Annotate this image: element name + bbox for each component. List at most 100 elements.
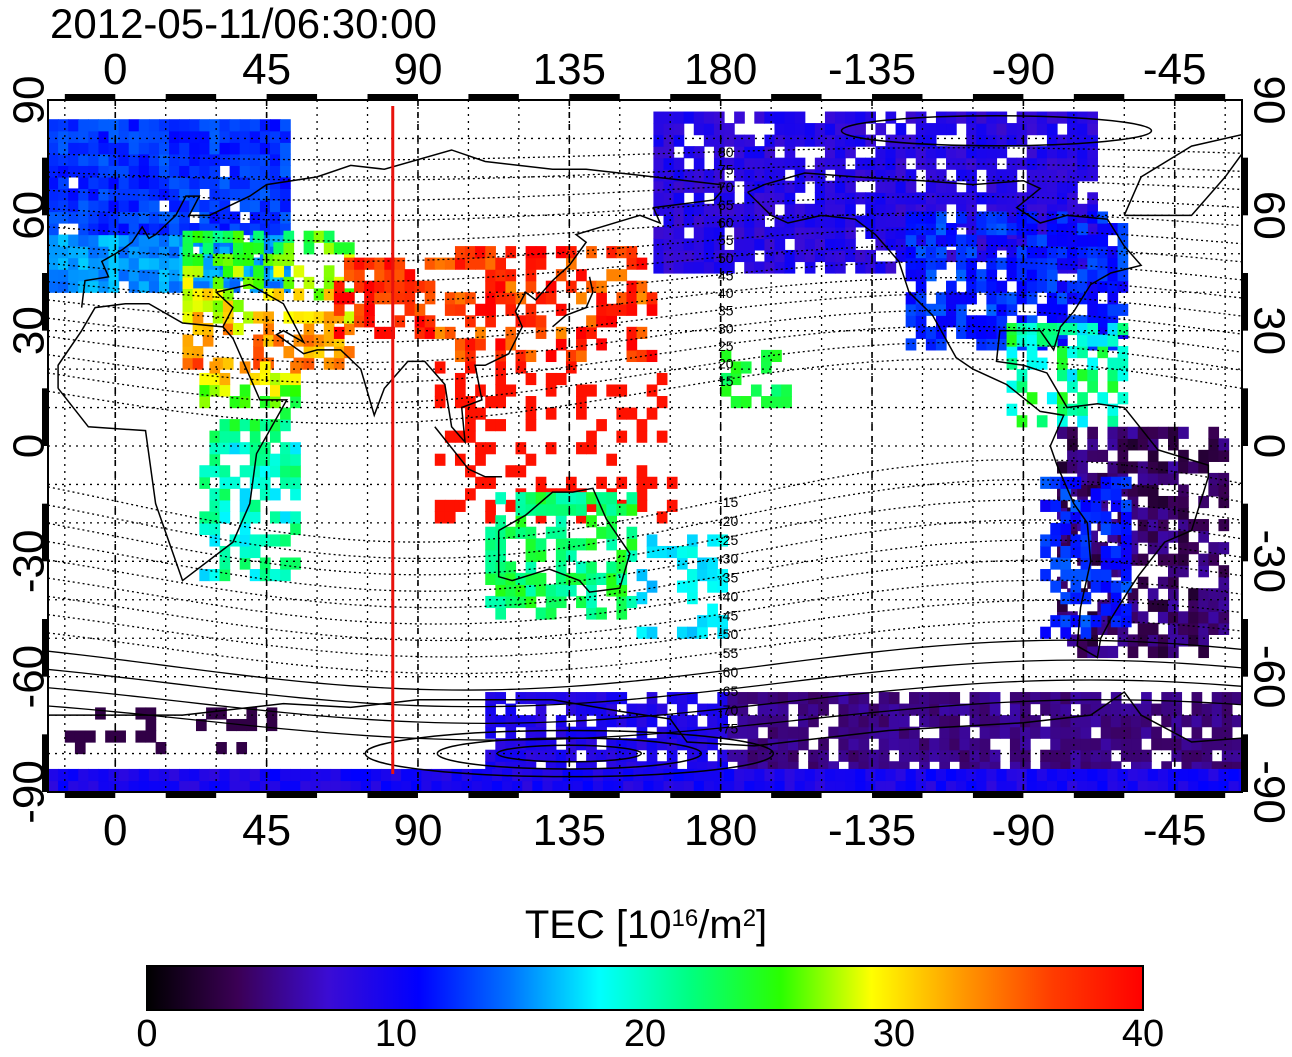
frame-bar — [1242, 734, 1248, 792]
tec-cell — [976, 780, 987, 792]
tec-cell — [495, 492, 507, 505]
tec-cell — [269, 419, 281, 432]
tec-cell — [259, 780, 271, 792]
tec-cell — [653, 780, 665, 792]
tec-cell — [808, 715, 819, 728]
tec-cell — [717, 692, 729, 705]
tec-cell — [713, 192, 725, 205]
tec-cell — [192, 346, 204, 359]
tec-cell — [333, 357, 345, 370]
tec-cell — [1157, 530, 1169, 543]
tec-cell — [673, 215, 685, 228]
tec-cell — [1060, 703, 1072, 716]
tec-cell — [239, 780, 251, 792]
tec-cell — [485, 749, 496, 762]
tec-cell — [824, 180, 836, 193]
tec-cell — [269, 534, 281, 547]
tec-cell — [939, 703, 950, 716]
tec-cell — [128, 223, 140, 236]
tec-cell — [616, 503, 628, 516]
tec-cell — [138, 119, 150, 132]
tec-cell — [744, 146, 755, 159]
tec-cell — [784, 134, 796, 147]
tec-cell — [1006, 403, 1018, 416]
lat-tick-left: 30 — [5, 306, 54, 355]
tec-cell — [784, 111, 796, 124]
tec-cell — [673, 134, 685, 147]
tec-cell — [586, 561, 597, 574]
tec-cell — [1050, 715, 1061, 728]
tec-cell — [626, 703, 638, 716]
tec-cell — [835, 226, 846, 239]
tec-cell — [777, 749, 789, 762]
tec-cell — [915, 292, 927, 305]
tec-cell — [1016, 369, 1028, 382]
lon-tick-top: 0 — [103, 45, 127, 94]
tec-cell — [727, 692, 739, 705]
tec-cell — [1117, 269, 1129, 282]
tec-cell — [824, 192, 836, 205]
tec-cell — [229, 780, 241, 792]
tec-cell — [1161, 761, 1172, 774]
tec-cell — [976, 146, 987, 159]
tec-cell — [313, 288, 325, 301]
tec-cell — [1097, 449, 1109, 462]
tec-cell — [915, 315, 927, 328]
tec-cell — [128, 211, 140, 224]
tec-cell — [300, 768, 311, 782]
tec-cell — [1198, 495, 1209, 509]
tec-cell — [434, 396, 446, 409]
tec-cell — [249, 211, 261, 224]
tec-cell — [717, 615, 729, 628]
colorbar-tick-label: 10 — [374, 1013, 418, 1055]
tec-cell — [939, 692, 950, 705]
tec-cell — [956, 146, 967, 159]
tec-cell — [683, 111, 695, 124]
tec-cell — [895, 238, 907, 251]
tec-cell — [653, 180, 665, 193]
tec-cell — [219, 280, 231, 293]
tec-cell — [1016, 780, 1028, 792]
tec-cell — [935, 326, 947, 339]
frame-bar — [42, 619, 48, 677]
tec-cell — [545, 349, 557, 363]
tec-cell — [1067, 449, 1078, 462]
tec-cell — [687, 534, 698, 547]
tec-cell — [1026, 780, 1038, 792]
tec-cell — [108, 211, 120, 224]
tec-cell — [108, 176, 120, 190]
tec-cell — [1057, 780, 1068, 792]
tec-cell — [774, 134, 786, 147]
tec-cell — [935, 303, 947, 316]
tec-cell — [979, 703, 991, 716]
tec-cell — [269, 768, 281, 782]
tec-cell — [199, 223, 211, 236]
tec-cell — [475, 453, 486, 466]
tec-cell — [1080, 761, 1092, 774]
tec-cell — [1009, 692, 1021, 705]
tec-cell — [713, 134, 725, 147]
tec-cell — [703, 768, 715, 782]
tec-cell — [48, 153, 59, 166]
tec-cell — [249, 188, 261, 201]
tec-cell — [676, 545, 688, 559]
tec-cell — [465, 430, 476, 443]
tec-cell — [280, 768, 291, 782]
tec-cell — [48, 234, 59, 247]
tec-cell — [905, 223, 917, 236]
tec-cell — [737, 715, 749, 728]
tec-cell — [956, 269, 967, 282]
tec-cell — [552, 780, 564, 792]
tec-cell — [179, 768, 190, 782]
tec-cell — [1087, 123, 1098, 136]
tec-cell — [1110, 557, 1122, 570]
tec-cell — [78, 176, 89, 190]
tec-cell — [1178, 542, 1189, 555]
tec-cell — [1060, 761, 1072, 774]
tec-cell — [515, 315, 527, 328]
tec-cell — [475, 338, 486, 351]
tec-cell — [1211, 726, 1223, 739]
tec-cell — [804, 261, 816, 274]
tec-cell — [525, 584, 537, 597]
tec-cell — [485, 396, 496, 409]
